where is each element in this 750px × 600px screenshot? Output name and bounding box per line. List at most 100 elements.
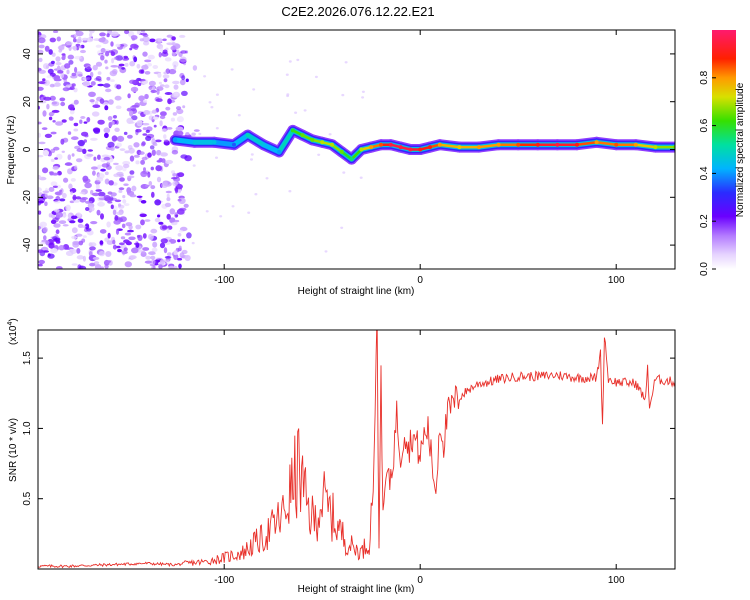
ridge-segment xyxy=(438,143,461,149)
ridge-point xyxy=(290,128,295,133)
noise-blob xyxy=(99,32,106,37)
noise-blob xyxy=(111,135,118,142)
noise-blob xyxy=(48,213,53,218)
noise-blob xyxy=(82,81,91,87)
noise-blob xyxy=(152,116,159,120)
noise-blob xyxy=(95,44,102,48)
noise-blob xyxy=(126,117,133,124)
noise-blob xyxy=(157,38,162,43)
noise-blob xyxy=(148,115,154,121)
noise-blob xyxy=(38,249,44,253)
snr-y-tick-label: 1.5 xyxy=(22,351,33,365)
noise-blob xyxy=(75,233,83,237)
noise-blob xyxy=(118,187,125,191)
noise-blob xyxy=(114,127,120,132)
noise-blob xyxy=(252,88,256,91)
noise-blob xyxy=(115,105,122,110)
noise-blob xyxy=(38,57,43,63)
spectrogram-y-tick-label: 20 xyxy=(22,96,33,108)
noise-blob xyxy=(110,204,114,210)
noise-blob xyxy=(106,33,110,38)
noise-blob xyxy=(157,72,162,78)
noise-blob xyxy=(184,254,191,262)
noise-blob xyxy=(65,204,71,211)
noise-blob xyxy=(83,121,88,124)
noise-blob xyxy=(92,104,101,108)
noise-blob xyxy=(49,112,55,115)
noise-blob xyxy=(90,137,98,141)
noise-blob xyxy=(50,60,55,65)
noise-blob xyxy=(104,132,109,139)
noise-blob xyxy=(215,127,219,130)
noise-blob xyxy=(73,99,79,105)
noise-blob xyxy=(128,236,136,241)
noise-blob xyxy=(127,93,131,99)
noise-blob xyxy=(145,184,150,187)
noise-blob xyxy=(136,195,143,198)
noise-blob xyxy=(89,30,95,34)
noise-blob xyxy=(90,221,98,225)
noise-blob xyxy=(144,93,149,100)
noise-blob xyxy=(77,218,84,223)
noise-blob xyxy=(124,62,129,67)
snr-panel: -100 0 100 0.5 1.0 1.5 Height of straight lin… xyxy=(7,318,676,595)
noise-blob xyxy=(121,67,125,70)
noise-blob xyxy=(38,187,42,193)
noise-blob xyxy=(52,185,58,188)
noise-blob xyxy=(39,221,47,228)
noise-blob xyxy=(72,241,80,248)
noise-blob xyxy=(95,61,103,67)
noise-blob xyxy=(137,234,143,241)
ridge-point xyxy=(330,142,334,147)
noise-blob xyxy=(62,224,69,227)
noise-blob xyxy=(105,66,109,70)
noise-blob xyxy=(54,157,58,160)
noise-blob xyxy=(84,182,92,189)
noise-blob xyxy=(172,172,177,177)
noise-blob xyxy=(177,130,184,136)
noise-blob xyxy=(361,90,365,94)
noise-blob xyxy=(142,233,147,239)
noise-blob xyxy=(115,43,121,48)
noise-blob xyxy=(85,207,90,211)
ridge-point xyxy=(398,145,403,150)
noise-blob xyxy=(82,255,86,262)
noise-blob xyxy=(104,171,109,176)
noise-blob xyxy=(40,97,44,102)
noise-blob xyxy=(133,154,140,158)
noise-blob xyxy=(135,160,140,165)
noise-blob xyxy=(143,41,150,46)
noise-blob xyxy=(38,81,46,85)
noise-blob xyxy=(45,240,50,246)
noise-blob xyxy=(161,182,168,188)
noise-blob xyxy=(38,44,45,49)
noise-blob xyxy=(60,101,66,107)
noise-blob xyxy=(177,257,183,261)
noise-blob xyxy=(131,115,138,121)
noise-blob xyxy=(79,191,86,195)
noise-blob xyxy=(158,221,164,225)
colorbar-gradient xyxy=(712,30,736,269)
noise-blob xyxy=(144,71,151,75)
noise-blob xyxy=(112,244,117,250)
noise-blob xyxy=(139,151,145,155)
noise-blob xyxy=(154,199,162,206)
noise-blob xyxy=(92,64,98,71)
noise-blob xyxy=(70,191,74,195)
ridge-point xyxy=(614,142,619,147)
noise-blob xyxy=(95,184,100,190)
noise-blob xyxy=(317,153,321,156)
noise-blob xyxy=(43,235,47,241)
snr-line xyxy=(38,330,675,569)
noise-blob xyxy=(55,214,60,218)
noise-blob xyxy=(159,259,165,266)
noise-blob xyxy=(89,99,95,103)
noise-blob xyxy=(46,75,53,79)
noise-blob xyxy=(127,145,133,150)
ridge-point xyxy=(594,140,599,145)
ridge-point xyxy=(437,142,442,147)
noise-blob xyxy=(140,219,145,226)
noise-blob xyxy=(159,115,166,120)
ridge-segment xyxy=(340,150,353,161)
noise-blob xyxy=(76,38,82,44)
